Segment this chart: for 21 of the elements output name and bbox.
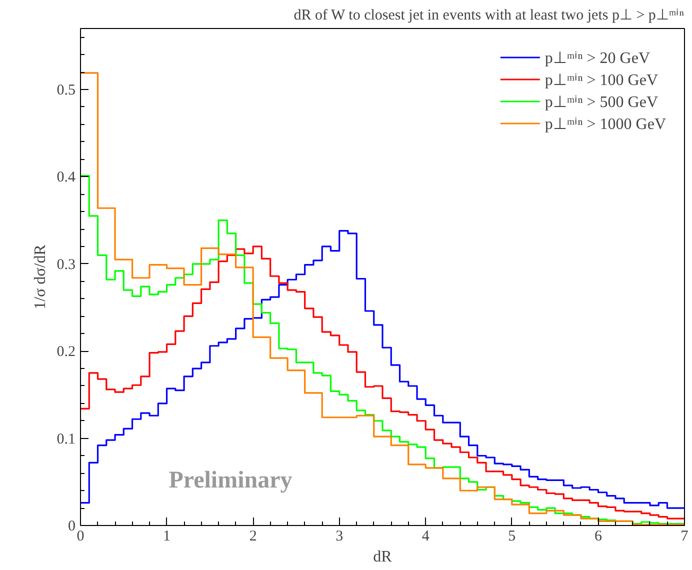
y-tick-label: 0 (68, 518, 76, 534)
legend-label: p⊥ᵐⁱⁿ > 1000 GeV (544, 115, 666, 134)
annotation: Preliminary (168, 468, 292, 494)
legend-label: p⊥ᵐⁱⁿ > 100 GeV (544, 71, 658, 90)
x-axis-title: dR (373, 548, 392, 566)
x-tick-label: 4 (422, 528, 430, 544)
x-tick-label: 7 (680, 528, 689, 544)
x-tick-label: 3 (336, 528, 344, 544)
x-tick-label: 5 (508, 528, 516, 544)
y-tick-label: 0.5 (56, 82, 76, 99)
y-tick-label: 0.2 (56, 344, 76, 360)
x-tick-label: 1 (163, 528, 171, 544)
legend-label: p⊥ᵐⁱⁿ > 500 GeV (544, 93, 658, 112)
y-tick-label: 0.3 (56, 256, 76, 273)
legend-label: p⊥ᵐⁱⁿ > 20 GeV (544, 49, 650, 68)
x-tick-label: 6 (594, 528, 602, 544)
y-tick-label: 0.4 (56, 170, 76, 186)
y-tick-label: 0.1 (56, 431, 76, 448)
chart-title: dR of W to closest jet in events with at least two jets p⊥ > p⊥ᵐⁱⁿ (294, 8, 684, 24)
x-tick-label: 2 (249, 528, 257, 544)
y-axis-title: 1/σ dσ/dR (32, 244, 49, 310)
